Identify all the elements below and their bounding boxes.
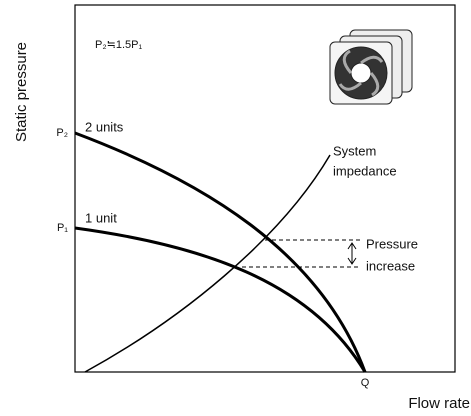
increase-label: increase [366,258,415,273]
two-units-label: 2 units [85,119,124,134]
q-tick: Q [361,377,370,389]
fan-icon [330,30,412,104]
y-axis-label: Static pressure [13,42,30,142]
one-unit-curve [75,228,365,372]
system-label: System [333,143,376,158]
p1-tick: P₁ [57,222,68,234]
diagram: Static pressure Flow rate P₂≒1.5P₁ P₂ P₁… [0,0,471,416]
p2-tick: P₂ [56,127,68,139]
pressure-label: Pressure [366,236,418,251]
one-unit-label: 1 unit [85,210,117,225]
x-axis-label: Flow rate [408,395,470,412]
annotation: P₂≒1.5P₁ [95,39,142,51]
impedance-label: impedance [333,163,397,178]
